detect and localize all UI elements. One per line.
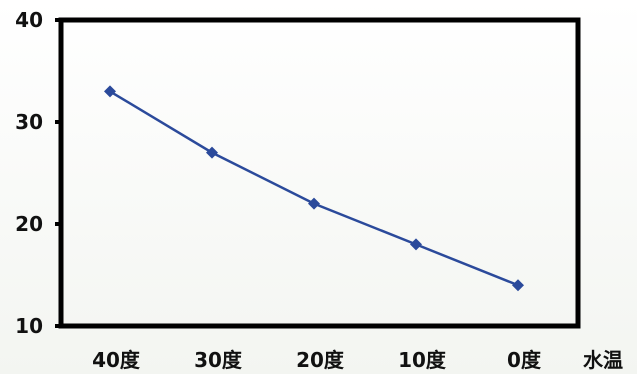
data-point-marker <box>512 279 524 292</box>
y-tick-label: 40 <box>15 8 43 32</box>
y-tick-label: 10 <box>15 314 43 338</box>
plot-frame <box>58 17 581 329</box>
data-point-marker <box>308 197 320 210</box>
y-tick-label: 30 <box>15 110 43 134</box>
series-line <box>109 90 519 287</box>
data-point-marker <box>206 146 218 159</box>
series-layer <box>104 85 524 292</box>
data-point-marker <box>410 238 422 251</box>
x-tick-label: 10度 <box>398 348 447 372</box>
x-tick-label: 40度 <box>92 348 141 372</box>
labels-layer: 10 20 30 40 40度 30度 20度 10度 0度 水温 <box>15 8 623 372</box>
axes <box>55 17 581 329</box>
y-tick-label: 20 <box>15 212 43 236</box>
data-point-marker <box>104 85 116 98</box>
x-tick-label: 30度 <box>194 348 243 372</box>
x-tick-label: 20度 <box>296 348 345 372</box>
x-tick-label: 0度 <box>507 348 542 372</box>
x-axis-label: 水温 <box>583 348 623 372</box>
